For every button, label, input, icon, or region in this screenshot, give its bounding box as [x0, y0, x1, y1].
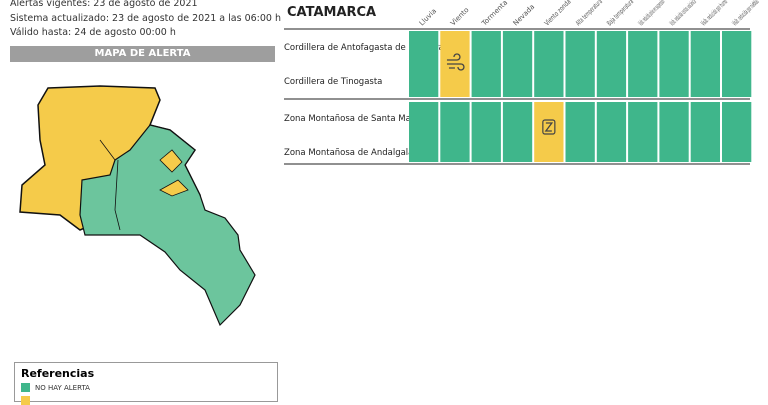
alert-cell	[409, 31, 439, 97]
alert-cell	[471, 102, 501, 162]
column-header: Alta temperatura	[574, 0, 604, 27]
column-header: Lluvia	[418, 7, 438, 27]
reference-item: NO HAY ALERTA	[21, 383, 90, 392]
alert-cell	[565, 102, 595, 162]
column-header: Viento zonda	[543, 0, 573, 27]
alert-cell	[502, 102, 533, 162]
alert-cell	[628, 31, 658, 97]
alert-cell	[502, 31, 533, 97]
alert-cell	[722, 102, 752, 162]
alert-cell	[565, 31, 595, 97]
alert-cell	[471, 31, 501, 97]
header-line: Válido hasta: 24 de agosto 00:00 h	[10, 27, 176, 38]
alert-cell	[722, 31, 752, 97]
reference-swatch	[21, 396, 30, 405]
column-header: Visib. reducida polvo en suspensión	[637, 0, 667, 27]
zonda-icon	[544, 122, 554, 132]
column-header: Baja temperatura	[606, 0, 636, 27]
column-header: Viento	[449, 6, 470, 27]
alert-cell	[409, 102, 439, 162]
reference-item	[21, 396, 35, 405]
alert-cell	[628, 102, 658, 162]
wind-icon	[446, 53, 465, 71]
column-header: Visib. reducida por humo	[699, 0, 729, 27]
zone-name: Cordillera de Antofagasta de la Sierra	[284, 43, 444, 53]
zone-name: Zona Montañosa de Andalgalá	[284, 148, 413, 158]
province-title: CATAMARCA	[287, 5, 376, 20]
reference-swatch	[21, 383, 30, 392]
alert-table: CATAMARCA Lluvia Viento Tormenta Nevada Vien…	[284, 0, 761, 165]
reference-label: NO HAY ALERTA	[35, 383, 90, 392]
alert-cell	[690, 102, 720, 162]
references: Referencias NO HAY ALERTA	[14, 362, 278, 405]
alert-cell	[659, 102, 689, 162]
zonda-icon-frame	[542, 119, 556, 135]
map	[19, 85, 256, 327]
header-line: Sistema actualizado: 23 de agosto de 202…	[10, 13, 282, 24]
references-title: Referencias	[21, 367, 95, 380]
alert-cell	[596, 102, 627, 162]
header-line: Alertas vigentes: 23 de agosto de 2021	[10, 0, 198, 9]
map-title: MAPA DE ALERTA	[10, 46, 275, 62]
alert-cell	[690, 31, 720, 97]
alert-cell	[534, 31, 564, 97]
alert-cell	[440, 102, 470, 162]
column-header: Visib. reducida ceniza volcánica	[668, 0, 698, 27]
alert-cell	[534, 102, 564, 162]
zone-name: Zona Montañosa de Santa María	[284, 114, 422, 124]
column-header: Tormenta	[480, 0, 510, 28]
alert-cell	[659, 31, 689, 97]
zone-name: Cordillera de Tinogasta	[284, 77, 382, 87]
alert-cell	[596, 31, 627, 97]
column-header: Visib. reducida por nieblas	[731, 0, 761, 27]
column-header: Nevada	[512, 3, 537, 28]
